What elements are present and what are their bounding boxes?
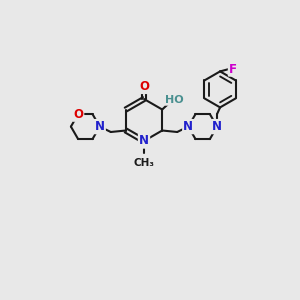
- Text: N: N: [183, 120, 193, 133]
- Text: N: N: [139, 134, 149, 148]
- Text: O: O: [73, 108, 83, 121]
- Text: N: N: [212, 120, 222, 133]
- Text: HO: HO: [166, 94, 184, 105]
- Text: N: N: [95, 120, 105, 133]
- Text: F: F: [229, 62, 237, 76]
- Text: O: O: [139, 80, 149, 93]
- Text: CH₃: CH₃: [134, 158, 154, 167]
